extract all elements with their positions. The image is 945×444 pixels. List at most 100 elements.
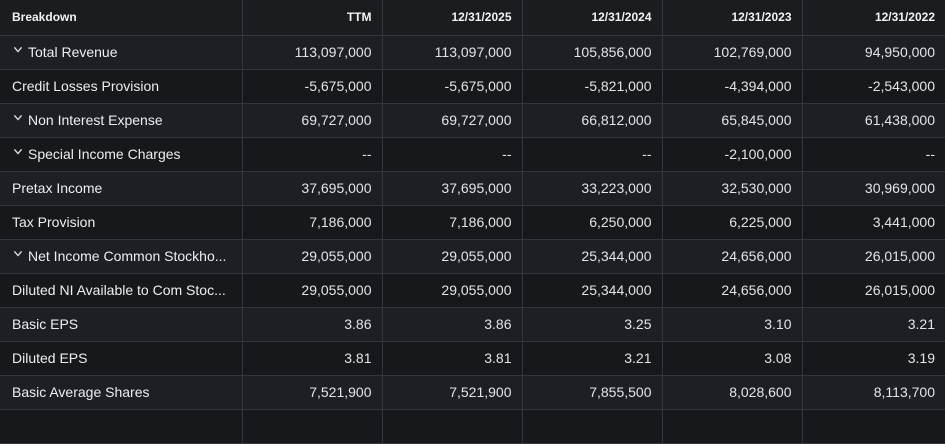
value-cell: 65,845,000 — [662, 103, 803, 138]
value-cell: 3,441,000 — [802, 205, 945, 240]
value-cell: 7,521,900 — [382, 375, 523, 410]
value-cell: 3.19 — [802, 341, 945, 376]
row-label-cell[interactable]: Non Interest Expense — [0, 103, 243, 138]
value-cell: 3.10 — [662, 307, 803, 342]
row-label-cell: Basic EPS — [0, 307, 243, 342]
row-label-cell[interactable]: Total Revenue — [0, 35, 243, 70]
value-cell: 7,186,000 — [242, 205, 383, 240]
chevron-down-icon[interactable] — [14, 251, 22, 259]
row-label: Total Revenue — [28, 44, 118, 60]
row-label: Diluted EPS — [12, 350, 88, 366]
table-row[interactable]: Net Income Common Stockho... 29,055,000 29… — [0, 239, 945, 274]
value-cell: 24,656,000 — [662, 239, 803, 274]
table-row[interactable]: Special Income Charges -- -- -- -2,100,000 -- — [0, 137, 945, 172]
row-label-cell: Credit Losses Provision — [0, 69, 243, 104]
value-cell: 25,344,000 — [522, 239, 663, 274]
table-row: Diluted EPS 3.81 3.81 3.21 3.08 3.19 — [0, 341, 945, 376]
row-label: Net Income Common Stockho... — [28, 248, 227, 264]
table-row: Basic EPS 3.86 3.86 3.25 3.10 3.21 — [0, 307, 945, 342]
value-cell — [802, 409, 945, 444]
value-cell: 6,250,000 — [522, 205, 663, 240]
value-cell: 29,055,000 — [242, 239, 383, 274]
row-label-cell: Pretax Income — [0, 171, 243, 206]
row-label: Pretax Income — [12, 180, 103, 196]
column-header-2024: 12/31/2024 — [522, 0, 663, 36]
value-cell: -4,394,000 — [662, 69, 803, 104]
value-cell — [242, 409, 383, 444]
table-row: Credit Losses Provision -5,675,000 -5,675,… — [0, 69, 945, 104]
value-cell: 7,855,500 — [522, 375, 663, 410]
row-label: Non Interest Expense — [28, 112, 163, 128]
value-cell: 3.21 — [522, 341, 663, 376]
value-cell: 26,015,000 — [802, 239, 945, 274]
value-cell: 113,097,000 — [242, 35, 383, 70]
column-header-2023: 12/31/2023 — [662, 0, 803, 36]
value-cell: -- — [522, 137, 663, 172]
value-cell: 113,097,000 — [382, 35, 523, 70]
row-label: Basic Average Shares — [12, 384, 150, 400]
value-cell: 29,055,000 — [382, 273, 523, 308]
row-label-cell — [0, 409, 243, 444]
row-label: Diluted NI Available to Com Stoc... — [12, 282, 226, 298]
header-row: Breakdown TTM 12/31/2025 12/31/2024 12/3… — [0, 0, 945, 36]
value-cell: -5,675,000 — [382, 69, 523, 104]
column-header-breakdown: Breakdown — [0, 0, 243, 36]
value-cell: 3.86 — [382, 307, 523, 342]
value-cell: 105,856,000 — [522, 35, 663, 70]
value-cell: 94,950,000 — [802, 35, 945, 70]
table-row[interactable]: Total Revenue 113,097,000 113,097,000 105,8… — [0, 35, 945, 70]
chevron-down-icon[interactable] — [14, 47, 22, 55]
value-cell: 33,223,000 — [522, 171, 663, 206]
value-cell: 7,521,900 — [242, 375, 383, 410]
row-label-cell: Diluted NI Available to Com Stoc... — [0, 273, 243, 308]
column-header-2022: 12/31/2022 — [802, 0, 945, 36]
row-label-cell: Diluted EPS — [0, 341, 243, 376]
value-cell: 61,438,000 — [802, 103, 945, 138]
value-cell: 6,225,000 — [662, 205, 803, 240]
value-cell: -2,100,000 — [662, 137, 803, 172]
row-label-cell: Tax Provision — [0, 205, 243, 240]
value-cell: 69,727,000 — [382, 103, 523, 138]
value-cell: 3.21 — [802, 307, 945, 342]
value-cell: 25,344,000 — [522, 273, 663, 308]
value-cell: 8,028,600 — [662, 375, 803, 410]
value-cell — [662, 409, 803, 444]
table-row: Tax Provision 7,186,000 7,186,000 6,250,000… — [0, 205, 945, 240]
column-header-2025: 12/31/2025 — [382, 0, 523, 36]
value-cell: 3.81 — [242, 341, 383, 376]
row-label-cell: Basic Average Shares — [0, 375, 243, 410]
row-label: Basic EPS — [12, 316, 79, 332]
row-label: Tax Provision — [12, 214, 96, 230]
value-cell: 3.86 — [242, 307, 383, 342]
value-cell: -5,675,000 — [242, 69, 383, 104]
value-cell: 3.81 — [382, 341, 523, 376]
value-cell: 3.08 — [662, 341, 803, 376]
value-cell: 8,113,700 — [802, 375, 945, 410]
value-cell: 26,015,000 — [802, 273, 945, 308]
value-cell: 37,695,000 — [242, 171, 383, 206]
value-cell: -- — [382, 137, 523, 172]
column-header-ttm: TTM — [242, 0, 383, 36]
value-cell: -5,821,000 — [522, 69, 663, 104]
value-cell: 7,186,000 — [382, 205, 523, 240]
table-row: Basic Average Shares 7,521,900 7,521,900 7,… — [0, 375, 945, 410]
table-row — [0, 409, 945, 444]
table-row: Diluted NI Available to Com Stoc... 29,05… — [0, 273, 945, 308]
row-label-cell[interactable]: Special Income Charges — [0, 137, 243, 172]
value-cell: 32,530,000 — [662, 171, 803, 206]
value-cell: 3.25 — [522, 307, 663, 342]
value-cell: -- — [242, 137, 383, 172]
chevron-down-icon[interactable] — [14, 149, 22, 157]
table-row[interactable]: Non Interest Expense 69,727,000 69,727,000… — [0, 103, 945, 138]
value-cell: 29,055,000 — [242, 273, 383, 308]
value-cell: 30,969,000 — [802, 171, 945, 206]
value-cell: 29,055,000 — [382, 239, 523, 274]
value-cell: 69,727,000 — [242, 103, 383, 138]
value-cell: 37,695,000 — [382, 171, 523, 206]
value-cell — [522, 409, 663, 444]
row-label-cell[interactable]: Net Income Common Stockho... — [0, 239, 243, 274]
value-cell: 102,769,000 — [662, 35, 803, 70]
chevron-down-icon[interactable] — [14, 115, 22, 123]
table-row: Pretax Income 37,695,000 37,695,000 33,223,… — [0, 171, 945, 206]
